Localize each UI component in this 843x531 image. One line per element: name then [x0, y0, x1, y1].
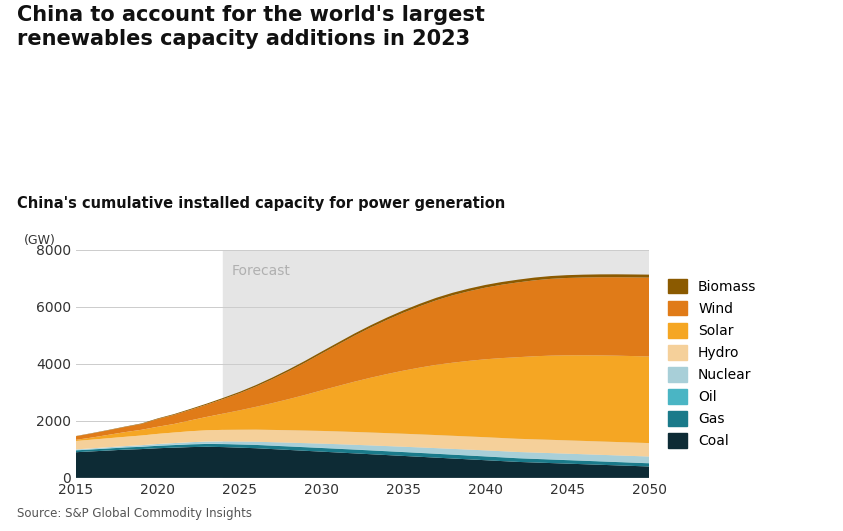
Legend: Biomass, Wind, Solar, Hydro, Nuclear, Oil, Gas, Coal: Biomass, Wind, Solar, Hydro, Nuclear, Oi… [668, 279, 756, 448]
Text: (GW): (GW) [24, 234, 56, 246]
Bar [223, 250, 665, 478]
Text: China to account for the world's largest
renewables capacity additions in 2023: China to account for the world's largest… [17, 5, 485, 49]
Text: China's cumulative installed capacity for power generation: China's cumulative installed capacity fo… [17, 196, 505, 211]
Text: Source: S&P Global Commodity Insights: Source: S&P Global Commodity Insights [17, 508, 252, 520]
Text: Forecast: Forecast [232, 264, 290, 278]
